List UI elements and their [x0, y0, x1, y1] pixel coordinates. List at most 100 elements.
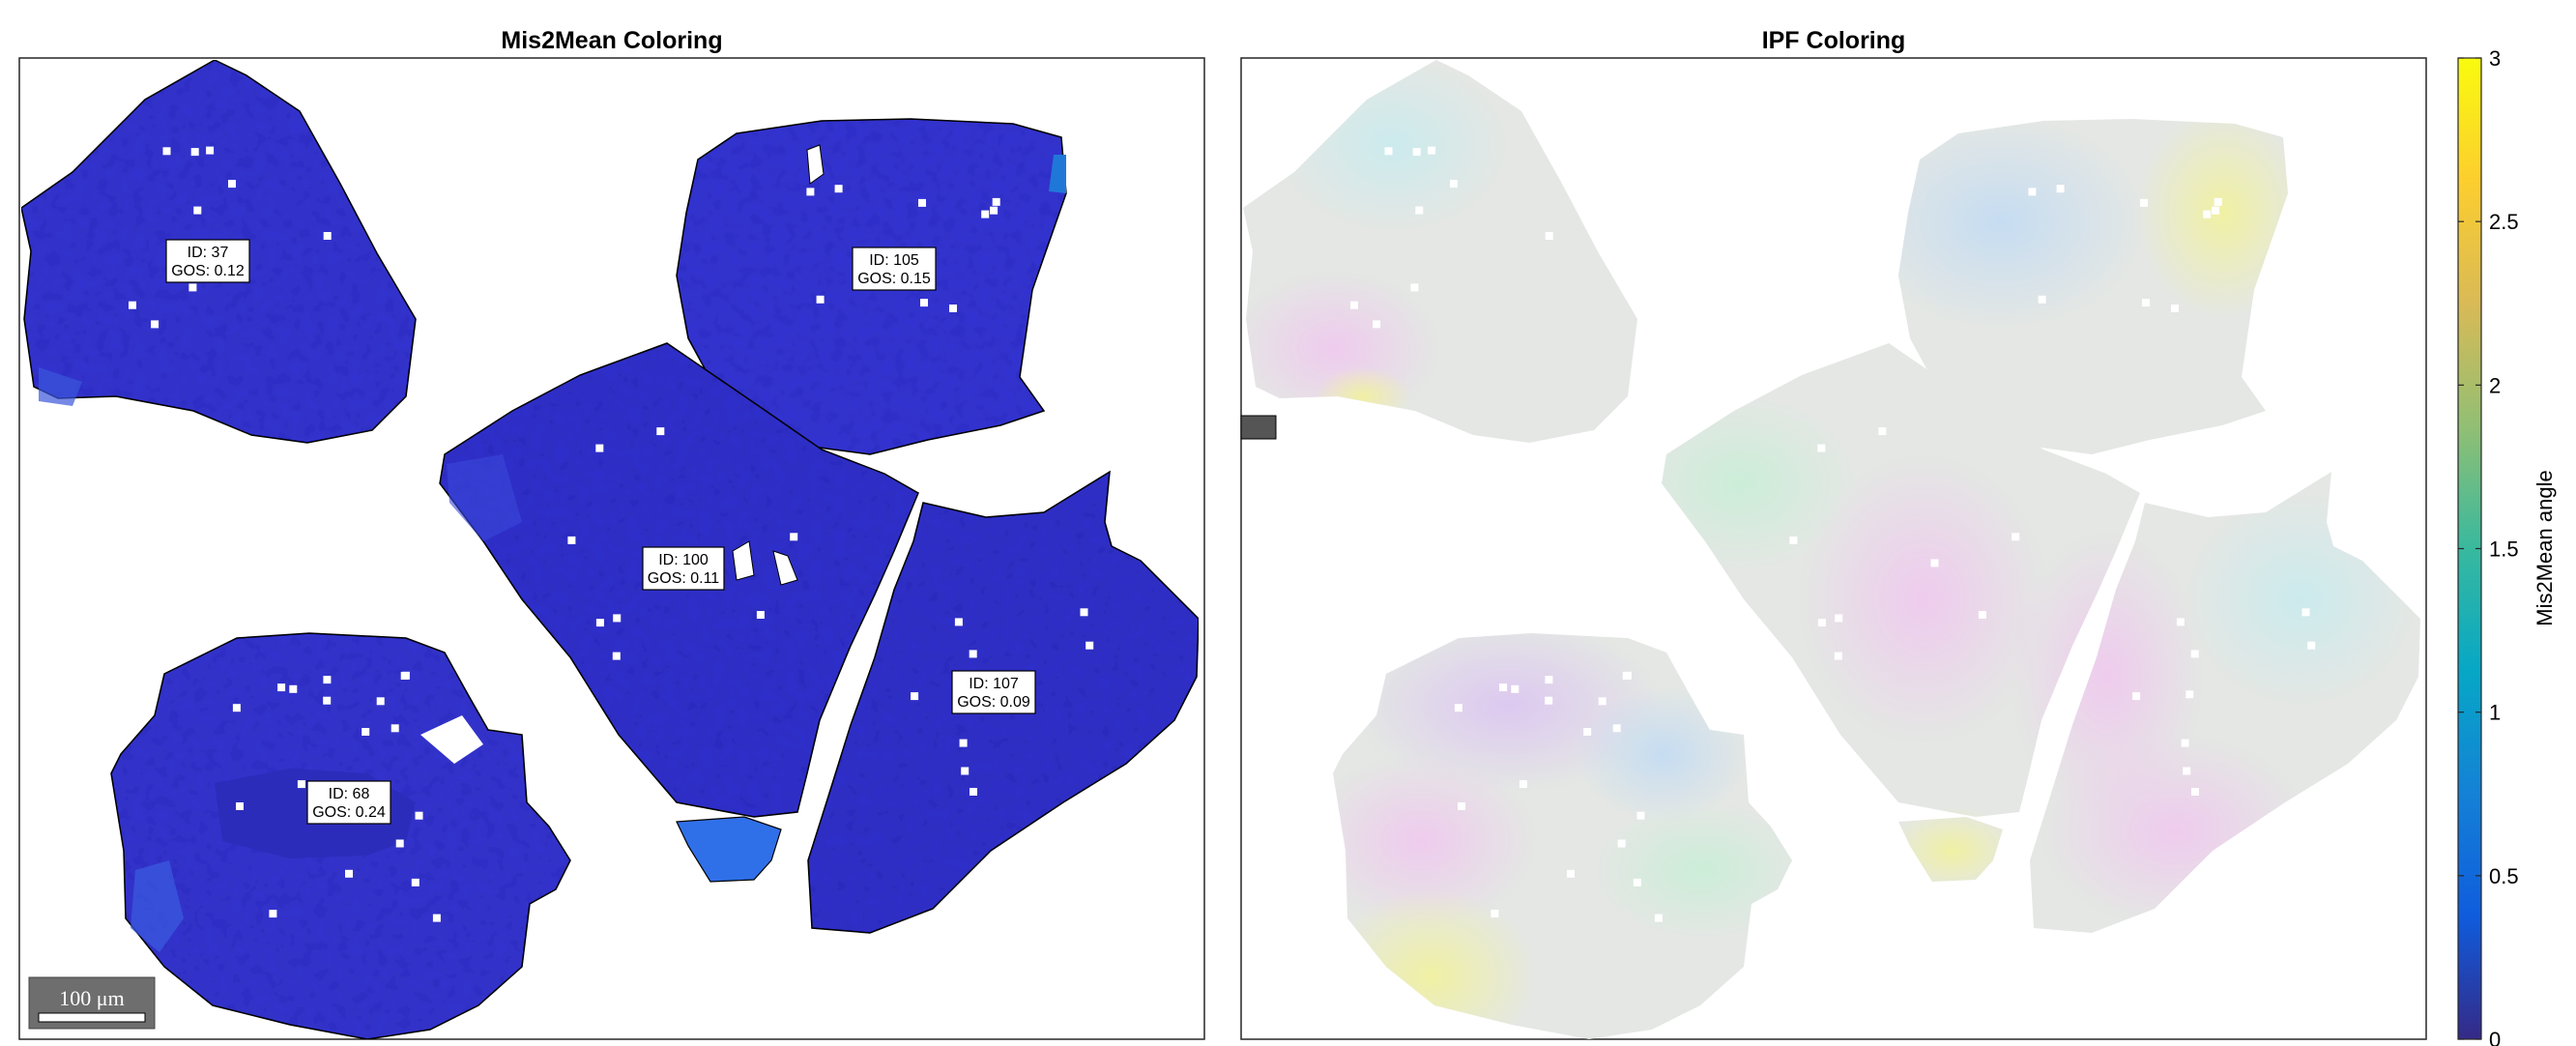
grain-label-37-gos: GOS: 0.12	[171, 263, 245, 279]
colorbar-tick-label: 1	[2489, 701, 2501, 725]
grain-37-edge-patch	[39, 367, 82, 406]
unindexed-pixel	[2307, 641, 2316, 650]
unindexed-pixel	[1930, 559, 1939, 567]
unindexed-pixel	[920, 299, 928, 307]
unindexed-pixel	[1412, 148, 1421, 157]
unindexed-pixel	[269, 910, 277, 918]
unindexed-pixel	[1545, 232, 1553, 240]
unindexed-pixel	[323, 232, 332, 240]
unindexed-pixel	[992, 197, 1000, 206]
unindexed-pixel	[1835, 614, 1843, 623]
grain-label-105-gos: GOS: 0.15	[857, 271, 931, 287]
unindexed-pixel	[1545, 696, 1553, 705]
unindexed-pixel	[969, 650, 977, 658]
unindexed-pixel	[756, 611, 765, 619]
unindexed-pixel	[1450, 180, 1458, 189]
grain-label-107: ID: 107 GOS: 0.09	[951, 670, 1036, 714]
unindexed-pixel	[1834, 652, 1842, 660]
unindexed-pixel	[1454, 704, 1462, 712]
unindexed-pixel	[162, 147, 171, 156]
unindexed-pixel	[277, 683, 286, 692]
unindexed-pixel	[2214, 197, 2222, 206]
mis2mean-variation-patches	[39, 144, 1066, 952]
unindexed-pixel	[1567, 869, 1575, 878]
unindexed-pixel	[949, 305, 957, 312]
grain-100-high-misorientation-patch	[676, 816, 782, 883]
unindexed-pixel	[1583, 728, 1592, 736]
unindexed-pixel	[2176, 618, 2185, 626]
ipf-tint	[1798, 454, 2049, 744]
unindexed-pixel	[1519, 780, 1527, 789]
unindexed-pixel	[2185, 690, 2194, 699]
unindexed-pixel	[1384, 147, 1393, 156]
grain-100-hole-1	[732, 540, 755, 581]
grain-label-68: ID: 68 GOS: 0.24	[306, 780, 391, 825]
scalebar: 100 μm	[28, 976, 156, 1030]
ipf-tint	[1305, 754, 1537, 928]
grain-label-107-id: ID: 107	[969, 676, 1019, 692]
unindexed-pixel	[2056, 185, 2065, 193]
unindexed-pixel	[2190, 650, 2199, 658]
grain-label-37-id: ID: 37	[188, 245, 229, 261]
unindexed-pixel	[2028, 188, 2037, 196]
colorbar-tick-label: 2.5	[2489, 210, 2519, 234]
grain-label-100-gos: GOS: 0.11	[648, 570, 720, 587]
unindexed-pixel	[990, 206, 999, 215]
unindexed-pixel	[1458, 802, 1465, 810]
unindexed-pixel	[323, 676, 332, 684]
colorbar-ticks: 0 0.5 1 1.5 2 2.5 3	[2458, 46, 2519, 1046]
grain-label-37-box	[165, 239, 250, 283]
scalebar-bar	[38, 1012, 146, 1023]
unindexed-pixel	[612, 652, 621, 660]
unindexed-pixel	[2171, 305, 2179, 312]
unindexed-pixel	[1654, 914, 1663, 922]
colorbar-tick-label: 3	[2489, 46, 2501, 71]
unindexed-pixel	[415, 811, 423, 820]
colorbar-tick-label: 2	[2489, 373, 2501, 397]
unindexed-pixel	[1415, 206, 1424, 215]
unindexed-pixel	[395, 839, 404, 848]
unindexed-pixel	[1545, 676, 1553, 684]
ipf-tint	[1856, 116, 2146, 329]
unindexed-pixel	[918, 198, 926, 207]
unindexed-pixel	[236, 802, 244, 810]
unindexed-pixel	[2203, 210, 2212, 218]
unindexed-pixel	[1350, 301, 1358, 309]
grain-68-gap	[420, 715, 483, 764]
mis2mean-panel-title: Mis2Mean Coloring	[501, 27, 722, 54]
colorbar-label: Mis2Mean angle	[2533, 470, 2557, 625]
grain-105-hole	[806, 144, 825, 185]
unindexed-pixel	[981, 210, 990, 218]
unindexed-pixel	[613, 614, 622, 623]
grain-label-105-id: ID: 105	[869, 252, 919, 269]
grain-105-edge-patch	[1049, 155, 1066, 193]
grain-label-68-id: ID: 68	[329, 786, 370, 802]
unindexed-pixel	[391, 724, 399, 733]
colorbar: 0 0.5 1 1.5 2 2.5 3 Mis2Mean angle	[2457, 46, 2557, 1046]
unindexed-pixel	[1491, 910, 1499, 918]
unindexed-pixel	[961, 767, 970, 775]
ipf-scalebar-remnant	[1240, 415, 1277, 440]
grain-100-hole-2	[772, 550, 798, 586]
unindexed-pixel	[1636, 811, 1645, 820]
unindexed-pixel	[834, 185, 843, 193]
unindexed-pixel	[1817, 444, 1826, 452]
grain-label-100: ID: 100 GOS: 0.11	[642, 546, 725, 591]
unindexed-pixel	[2181, 739, 2189, 747]
unindexed-pixel	[323, 696, 332, 705]
unindexed-pixel	[1878, 427, 1887, 436]
unindexed-pixel	[1612, 724, 1621, 733]
unindexed-pixel	[567, 536, 576, 544]
grain-label-68-gos: GOS: 0.24	[312, 804, 386, 821]
unindexed-pixel	[2191, 788, 2199, 796]
colorbar-tick-label: 1.5	[2489, 538, 2519, 562]
grain-label-68-box	[306, 780, 391, 825]
unindexed-pixel	[345, 869, 353, 878]
unindexed-pixel	[2038, 295, 2046, 304]
unindexed-pixel	[959, 739, 968, 747]
unindexed-pixel	[432, 914, 441, 922]
unindexed-pixel	[2301, 608, 2310, 617]
grain-label-100-box	[642, 546, 725, 591]
unindexed-pixel	[1373, 320, 1381, 329]
unindexed-pixel	[228, 180, 236, 189]
